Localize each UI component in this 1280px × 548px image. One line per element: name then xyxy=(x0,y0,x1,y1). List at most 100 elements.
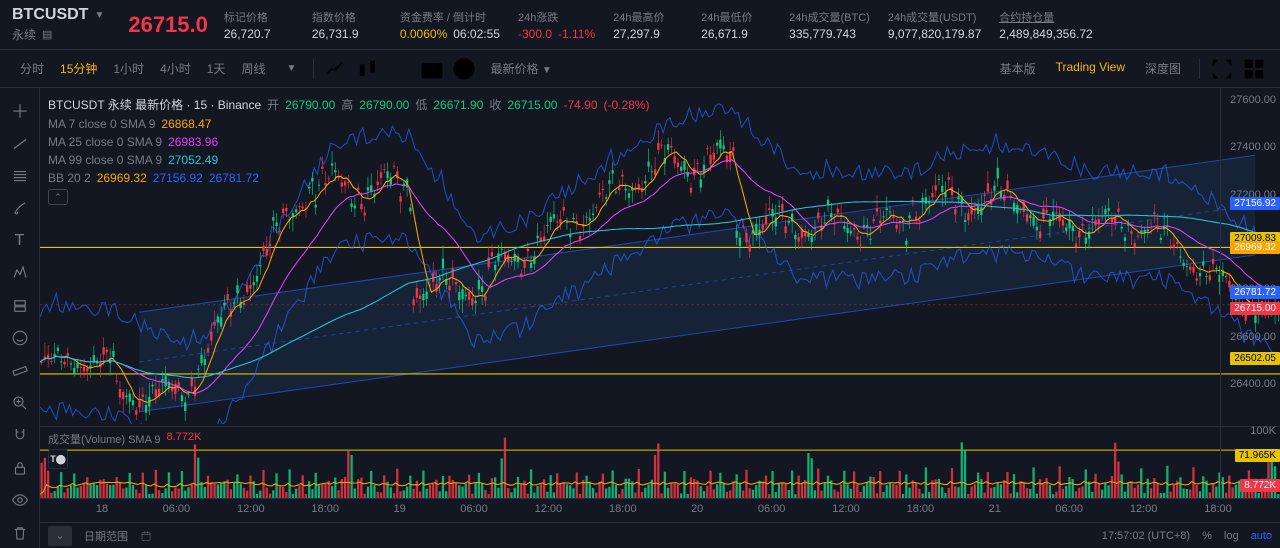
ma99-value: 27052.49 xyxy=(168,153,218,167)
price-axis[interactable]: 27600.0027400.0027200.0027000.0026800.00… xyxy=(1220,88,1280,426)
ma99-label: MA 99 close 0 SMA 9 xyxy=(48,153,162,167)
trendline-icon[interactable] xyxy=(4,128,36,158)
position-icon[interactable] xyxy=(4,291,36,321)
time-tick: 06:00 xyxy=(758,503,786,515)
stat-block: 24h成交量(BTC)335,779.743 xyxy=(789,9,870,41)
auto-toggle[interactable]: auto xyxy=(1251,530,1272,542)
volume-panel[interactable]: 成交量(Volume) SMA 9 8.772K T⬤ 100K71.965K8… xyxy=(40,426,1280,498)
camera-icon[interactable] xyxy=(418,55,446,83)
crosshair-icon[interactable] xyxy=(4,96,36,126)
bb-label: BB 20 2 xyxy=(48,171,91,185)
fib-icon[interactable] xyxy=(4,161,36,191)
time-tick: 21 xyxy=(989,503,1001,515)
price-type-dropdown[interactable]: 最新价格 ▼ xyxy=(482,56,559,81)
ruler-icon[interactable] xyxy=(4,355,36,385)
top-bar: BTCUSDT ▼ 永续 ▤ 26715.0 标记价格26,720.7指数价格2… xyxy=(0,0,1280,50)
interval-bar: 分时15分钟1小时4小时1天周线 ▼ 最新价格 ▼ 基本版Trading Vie… xyxy=(0,50,1280,88)
tradingview-logo[interactable]: T⬤ xyxy=(48,449,68,469)
time-tick: 20 xyxy=(691,503,703,515)
interval-more-icon[interactable]: ▼ xyxy=(277,55,305,83)
legend-collapse-button[interactable]: ⌃ xyxy=(48,189,68,205)
ohlc-high: 26790.00 xyxy=(359,98,409,112)
eye-icon[interactable] xyxy=(4,485,36,515)
interval-1小时[interactable]: 1小时 xyxy=(105,56,152,81)
time-tick: 06:00 xyxy=(460,503,488,515)
log-toggle[interactable]: log xyxy=(1224,530,1239,542)
stat-block: 合约持仓量2,489,849,356.72 xyxy=(999,9,1092,41)
calendar-icon[interactable] xyxy=(140,530,152,542)
time-tick: 06:00 xyxy=(163,503,191,515)
chevron-down-icon: ▼ xyxy=(94,10,104,21)
stat-value: 27,297.9 xyxy=(613,27,683,41)
ohlc-close: 26715.00 xyxy=(507,98,557,112)
time-tick: 12:00 xyxy=(535,503,563,515)
stat-value: 26,731.9 xyxy=(312,27,382,41)
date-range-label[interactable]: 日期范围 xyxy=(84,528,128,544)
lock-icon[interactable] xyxy=(4,453,36,483)
stat-block: 24h最低价 26,671.9 xyxy=(701,9,771,41)
ma7-value: 26868.47 xyxy=(161,117,211,131)
price-tick: 26400.00 xyxy=(1230,378,1276,390)
time-tick: 19 xyxy=(393,503,405,515)
stat-label: 24h最低价 xyxy=(701,9,771,25)
price-tag: 27156.92 xyxy=(1230,197,1280,210)
candles-icon[interactable] xyxy=(354,55,382,83)
interval-分时[interactable]: 分时 xyxy=(12,56,52,81)
interval-周线[interactable]: 周线 xyxy=(233,56,273,81)
magnet-icon[interactable] xyxy=(4,420,36,450)
view-tab-1[interactable]: Trading View xyxy=(1046,56,1135,81)
pattern-icon[interactable] xyxy=(4,258,36,288)
stat-value: 335,779.743 xyxy=(789,27,870,41)
gear-icon[interactable] xyxy=(1256,474,1276,494)
pct-toggle[interactable]: % xyxy=(1202,530,1212,542)
time-tick: 18 xyxy=(96,503,108,515)
stat-block: 24h涨跌-300.0-1.11% xyxy=(518,9,595,41)
stat-value: 26,671.9 xyxy=(701,27,771,41)
grid-layout-icon[interactable] xyxy=(1240,55,1268,83)
stat-block: 24h成交量(USDT)9,077,820,179.87 xyxy=(888,9,981,41)
time-axis[interactable]: 18 06:00 12:00 18:00 19 06:00 12:00 18:00 20 06:0… xyxy=(40,498,1280,522)
legend-symbol: BTCUSDT 永续 最新价格 · 15 · Binance xyxy=(48,96,261,113)
view-tab-2[interactable]: 深度图 xyxy=(1135,56,1191,81)
price-tag: 26715.00 xyxy=(1230,302,1280,315)
interval-1天[interactable]: 1天 xyxy=(199,56,234,81)
stat-block: 指数价格26,731.9 xyxy=(312,9,382,41)
book-icon: ▤ xyxy=(42,28,52,41)
stat-label: 合约持仓量 xyxy=(999,9,1092,25)
volume-label: 成交量(Volume) SMA 9 xyxy=(48,431,160,447)
funding-countdown: 06:02:55 xyxy=(453,27,500,41)
stat-label: 24h成交量(USDT) xyxy=(888,9,981,25)
interval-15分钟[interactable]: 15分钟 xyxy=(52,56,105,81)
emoji-icon[interactable] xyxy=(4,323,36,353)
bb-v2: 27156.92 xyxy=(153,171,203,185)
time-tick: 18:00 xyxy=(311,503,339,515)
ohlc-change: -74.90 xyxy=(563,98,597,112)
trash-icon[interactable] xyxy=(4,517,36,547)
price-tag: 26781.72 xyxy=(1230,286,1280,299)
price-tag: 26969.32 xyxy=(1230,241,1280,254)
view-tab-0[interactable]: 基本版 xyxy=(990,56,1046,81)
add-icon[interactable] xyxy=(450,55,478,83)
change-abs: -300.0 xyxy=(518,27,552,41)
ohlc-low: 26671.90 xyxy=(433,98,483,112)
time-tick: 12:00 xyxy=(237,503,265,515)
ma25-label: MA 25 close 0 SMA 9 xyxy=(48,135,162,149)
brush-icon[interactable] xyxy=(4,193,36,223)
indicators-icon[interactable] xyxy=(386,55,414,83)
zoom-icon[interactable] xyxy=(4,388,36,418)
fullscreen-icon[interactable] xyxy=(1208,55,1236,83)
interval-4小时[interactable]: 4小时 xyxy=(152,56,199,81)
drawing-toolbar: T xyxy=(0,88,40,548)
vol-axis-tag: 71.965K xyxy=(1235,449,1280,462)
price-tick: 27600.00 xyxy=(1230,94,1276,106)
last-price: 26715.0 xyxy=(128,12,208,38)
time-tick: 18:00 xyxy=(907,503,935,515)
line-chart-icon[interactable] xyxy=(322,55,350,83)
stat-value: 26,720.7 xyxy=(224,27,294,41)
funding-rate: 0.0060% xyxy=(400,27,447,41)
collapse-panel-button[interactable]: ⌄ xyxy=(48,526,72,546)
bb-v1: 26969.32 xyxy=(97,171,147,185)
time-tick: 12:00 xyxy=(832,503,860,515)
symbol-selector[interactable]: BTCUSDT ▼ 永续 ▤ xyxy=(12,6,104,43)
text-icon[interactable]: T xyxy=(4,226,36,256)
